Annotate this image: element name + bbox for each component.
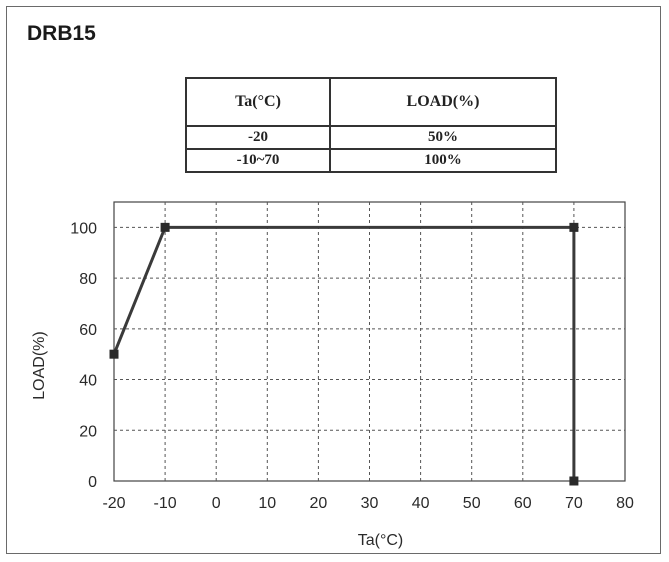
x-tick-label: 0 xyxy=(212,495,221,512)
y-tick-label: 0 xyxy=(88,474,97,491)
x-tick-label: 70 xyxy=(565,495,583,512)
y-tick-label: 80 xyxy=(79,271,97,288)
table-header-row: Ta(°C) LOAD(%) xyxy=(185,77,557,127)
table-row: -10~70 100% xyxy=(185,148,557,173)
table-cell-ta: -20 xyxy=(185,125,331,150)
table-cell-load: 50% xyxy=(329,125,557,150)
y-tick-label: 40 xyxy=(79,373,97,390)
column-header-ta: Ta(°C) xyxy=(185,77,331,127)
y-axis-label: LOAD(%) xyxy=(31,331,48,399)
figure-frame xyxy=(6,6,661,554)
y-tick-label: 60 xyxy=(79,322,97,339)
figure-title: DRB15 xyxy=(27,22,96,45)
data-point-marker xyxy=(109,349,119,359)
table-row: -20 50% xyxy=(185,125,557,150)
x-tick-label: -10 xyxy=(154,495,177,512)
x-tick-label: 60 xyxy=(514,495,532,512)
derating-curve-line xyxy=(112,225,576,481)
x-tick-label: 30 xyxy=(361,495,379,512)
x-tick-label: 10 xyxy=(258,495,276,512)
x-tick-label: 20 xyxy=(310,495,328,512)
x-axis-label: Ta(°C) xyxy=(358,532,404,549)
x-tick-label: 50 xyxy=(463,495,481,512)
derating-table: Ta(°C) LOAD(%) -20 50% -10~70 100% xyxy=(185,77,557,173)
x-tick-label: -20 xyxy=(102,495,125,512)
x-tick-label: 40 xyxy=(412,495,430,512)
data-point-marker xyxy=(569,476,579,486)
data-point-marker xyxy=(160,222,170,232)
data-point-marker xyxy=(569,222,579,232)
y-tick-label: 100 xyxy=(70,220,97,237)
y-tick-label: 20 xyxy=(79,423,97,440)
column-header-load: LOAD(%) xyxy=(329,77,557,127)
x-tick-label: 80 xyxy=(616,495,634,512)
table-cell-load: 100% xyxy=(329,148,557,173)
table-cell-ta: -10~70 xyxy=(185,148,331,173)
